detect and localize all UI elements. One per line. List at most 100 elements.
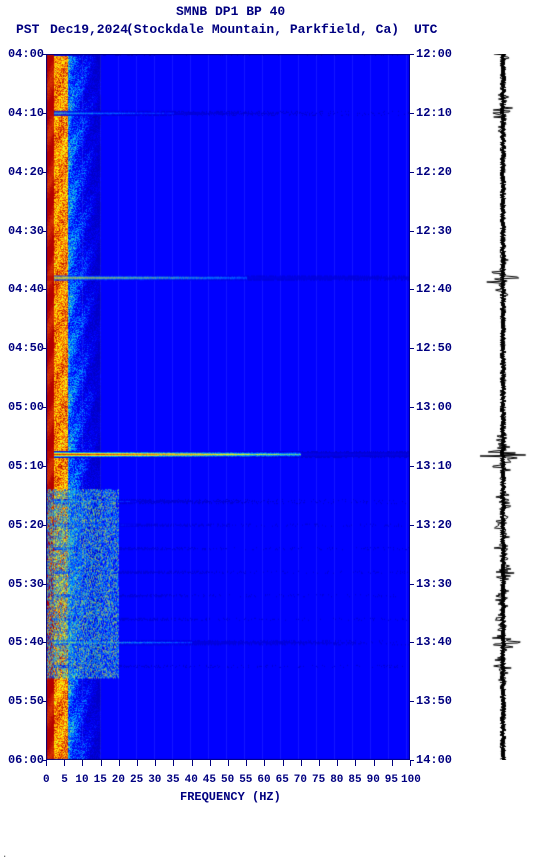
y-tickmark-left (42, 54, 46, 55)
y-tickmark-right (410, 113, 414, 114)
x-tickmark (337, 760, 338, 766)
x-tick: 65 (276, 774, 289, 786)
y-tickmark-right (410, 701, 414, 702)
y-tickmark-right (410, 642, 414, 643)
x-tick: 10 (75, 774, 88, 786)
y-tickmark-right (410, 289, 414, 290)
footnote: . (2, 850, 7, 860)
y-tickmark-right (410, 525, 414, 526)
x-tick: 60 (257, 774, 270, 786)
y-tick-right: 13:10 (416, 459, 452, 473)
x-tick: 40 (185, 774, 198, 786)
x-tickmark (137, 760, 138, 766)
y-tick-left: 05:20 (8, 518, 44, 532)
tz-left-label: PST (16, 22, 39, 37)
y-tickmark-left (42, 642, 46, 643)
y-tick-right: 12:30 (416, 224, 452, 238)
x-tick: 30 (148, 774, 161, 786)
y-tick-left: 05:30 (8, 577, 44, 591)
x-tickmark (392, 760, 393, 766)
x-tick: 25 (130, 774, 143, 786)
y-tickmark-left (42, 525, 46, 526)
y-tick-right: 12:50 (416, 341, 452, 355)
y-tick-right: 12:40 (416, 282, 452, 296)
x-tickmark (319, 760, 320, 766)
y-tickmark-left (42, 231, 46, 232)
spectrogram-plot (46, 54, 410, 760)
x-tickmark (228, 760, 229, 766)
x-tick: 100 (401, 774, 421, 786)
x-tick: 75 (312, 774, 325, 786)
y-tick-left: 05:00 (8, 400, 44, 414)
y-tick-left: 05:10 (8, 459, 44, 473)
x-tick: 15 (94, 774, 107, 786)
y-tickmark-left (42, 348, 46, 349)
x-tick: 35 (166, 774, 179, 786)
y-tickmark-left (42, 584, 46, 585)
x-tickmark (173, 760, 174, 766)
y-tickmark-left (42, 113, 46, 114)
y-tickmark-right (410, 466, 414, 467)
y-tick-right: 12:00 (416, 47, 452, 61)
x-tickmark (192, 760, 193, 766)
y-tick-left: 06:00 (8, 753, 44, 767)
y-tick-right: 12:20 (416, 165, 452, 179)
y-tickmark-right (410, 231, 414, 232)
location-label: (Stockdale Mountain, Parkfield, Ca) (126, 22, 399, 37)
date-label: Dec19,2024 (50, 22, 128, 37)
x-tickmark (374, 760, 375, 766)
chart-title: SMNB DP1 BP 40 (176, 4, 285, 19)
y-tick-left: 04:20 (8, 165, 44, 179)
x-tickmark (82, 760, 83, 766)
y-tickmark-left (42, 466, 46, 467)
x-tickmark (264, 760, 265, 766)
y-tick-right: 13:30 (416, 577, 452, 591)
seismogram-trace (468, 54, 538, 760)
y-tickmark-right (410, 54, 414, 55)
x-tickmark (410, 760, 411, 766)
x-tickmark (46, 760, 47, 766)
y-tick-left: 05:50 (8, 694, 44, 708)
x-axis-label: FREQUENCY (HZ) (180, 790, 281, 804)
y-tick-left: 04:50 (8, 341, 44, 355)
x-tick: 80 (330, 774, 343, 786)
x-tick: 55 (239, 774, 252, 786)
y-tick-left: 04:00 (8, 47, 44, 61)
y-tickmark-right (410, 172, 414, 173)
x-tick: 5 (61, 774, 68, 786)
y-tickmark-right (410, 348, 414, 349)
y-tick-left: 04:30 (8, 224, 44, 238)
y-tickmark-left (42, 701, 46, 702)
x-tickmark (355, 760, 356, 766)
y-tickmark-left (42, 407, 46, 408)
y-tick-right: 13:00 (416, 400, 452, 414)
x-tickmark (246, 760, 247, 766)
y-tickmark-right (410, 407, 414, 408)
x-tickmark (210, 760, 211, 766)
y-tick-right: 13:50 (416, 694, 452, 708)
x-tick: 90 (367, 774, 380, 786)
y-tickmark-left (42, 289, 46, 290)
x-tick: 0 (43, 774, 50, 786)
x-tickmark (155, 760, 156, 766)
y-tick-left: 05:40 (8, 635, 44, 649)
tz-right-label: UTC (414, 22, 437, 37)
x-tick: 50 (221, 774, 234, 786)
y-tick-left: 04:40 (8, 282, 44, 296)
x-tick: 95 (385, 774, 398, 786)
y-tick-right: 14:00 (416, 753, 452, 767)
x-tick: 20 (112, 774, 125, 786)
x-tickmark (101, 760, 102, 766)
x-tickmark (64, 760, 65, 766)
x-tickmark (283, 760, 284, 766)
y-tick-left: 04:10 (8, 106, 44, 120)
y-tickmark-left (42, 172, 46, 173)
x-tickmark (301, 760, 302, 766)
y-tick-right: 13:40 (416, 635, 452, 649)
x-tick: 85 (348, 774, 361, 786)
x-tick: 70 (294, 774, 307, 786)
y-tick-right: 13:20 (416, 518, 452, 532)
y-tickmark-right (410, 584, 414, 585)
x-tickmark (119, 760, 120, 766)
x-tick: 45 (203, 774, 216, 786)
